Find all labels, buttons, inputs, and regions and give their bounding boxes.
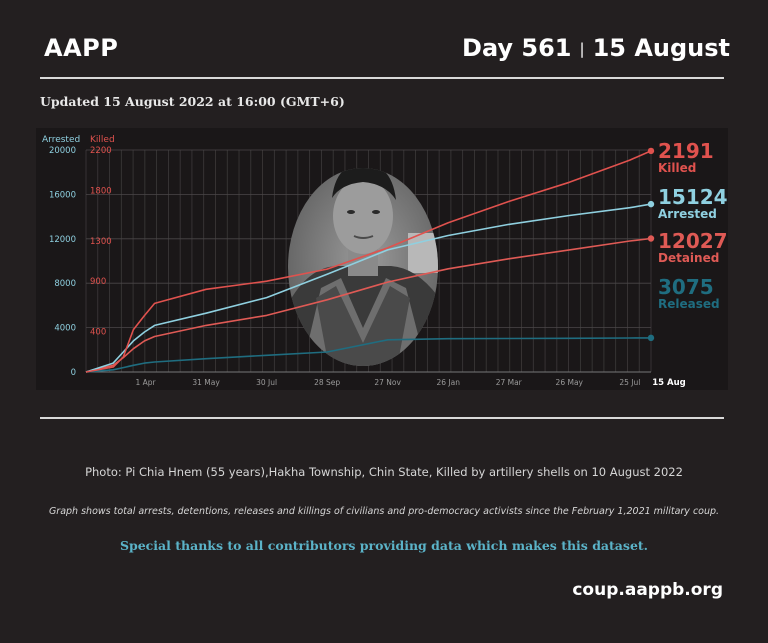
y-tick-label-left: 8000 xyxy=(54,279,76,289)
x-tick-label: 28 Sep xyxy=(314,378,340,387)
series-end-dot-killed xyxy=(647,147,655,155)
series-line-released xyxy=(85,337,652,373)
left-axis-title: Arrested xyxy=(42,135,80,145)
series-value-arrested: 15124 xyxy=(658,185,728,209)
series-value-detained: 12027 xyxy=(658,229,728,253)
x-tick-label: 26 Jan xyxy=(436,378,460,387)
series-name-arrested: Arrested xyxy=(658,207,717,221)
top-divider xyxy=(40,77,724,79)
y-tick-label-left: 20000 xyxy=(49,146,76,156)
date-label: 15 August xyxy=(592,34,730,62)
series-line-detained xyxy=(85,237,652,373)
y-tick-label-right: 400 xyxy=(90,328,106,338)
x-tick-label: 27 Nov xyxy=(374,378,401,387)
x-tick-label: 27 Mar xyxy=(496,378,523,387)
updated-timestamp: Updated 15 August 2022 at 16:00 (GMT+6) xyxy=(40,94,345,109)
series-line-killed xyxy=(85,150,652,373)
series-name-detained: Detained xyxy=(658,251,719,265)
graph-caption: Graph shows total arrests, detentions, r… xyxy=(48,506,720,517)
chart-labels: Arrested Killed 0 4000 8000 12000 16000 20000 40… xyxy=(42,135,728,388)
y-tick-label-left: 4000 xyxy=(54,324,76,334)
series-end-dot-released xyxy=(647,334,655,342)
x-tick-label: 30 Jul xyxy=(256,378,277,387)
x-tick-label: 26 May xyxy=(556,378,584,387)
series-value-released: 3075 xyxy=(658,275,714,299)
y-tick-label-right: 900 xyxy=(90,277,106,287)
chart: Arrested Killed 0 4000 8000 12000 16000 20000 40… xyxy=(36,128,728,390)
series-end-dot-detained xyxy=(647,235,655,242)
x-tick-label: 25 Jul xyxy=(619,378,640,387)
y-tick-label-right: 1800 xyxy=(90,186,112,196)
series-name-killed: Killed xyxy=(658,161,696,175)
chart-series xyxy=(85,147,655,373)
x-tick-label: 1 Apr xyxy=(135,378,156,387)
portrait-photo xyxy=(288,168,438,366)
photo-caption: Photo: Pi Chia Hnem (55 years),Hakha Tow… xyxy=(85,465,683,479)
x-tick-label: 15 Aug xyxy=(652,378,686,388)
website-link[interactable]: coup.aappb.org xyxy=(572,580,723,600)
day-counter: Day 561 | 15 August xyxy=(462,34,730,62)
y-tick-label-right: 2200 xyxy=(90,146,112,156)
day-separator: | xyxy=(579,40,585,58)
day-label: Day 561 xyxy=(462,34,572,62)
brand-logo-text: AAPP xyxy=(44,34,119,62)
thanks-note: Special thanks to all contributors provi… xyxy=(119,538,649,553)
right-axis-title: Killed xyxy=(90,135,115,145)
y-tick-label-left: 12000 xyxy=(49,235,76,245)
series-name-released: Released xyxy=(658,297,720,311)
bottom-divider xyxy=(40,417,724,419)
series-end-dot-arrested xyxy=(647,200,655,208)
x-tick-label: 31 May xyxy=(192,378,220,387)
y-tick-label-left: 0 xyxy=(71,368,76,378)
series-value-killed: 2191 xyxy=(658,139,714,163)
y-tick-label-left: 16000 xyxy=(49,190,76,200)
y-tick-label-right: 1300 xyxy=(90,237,112,247)
